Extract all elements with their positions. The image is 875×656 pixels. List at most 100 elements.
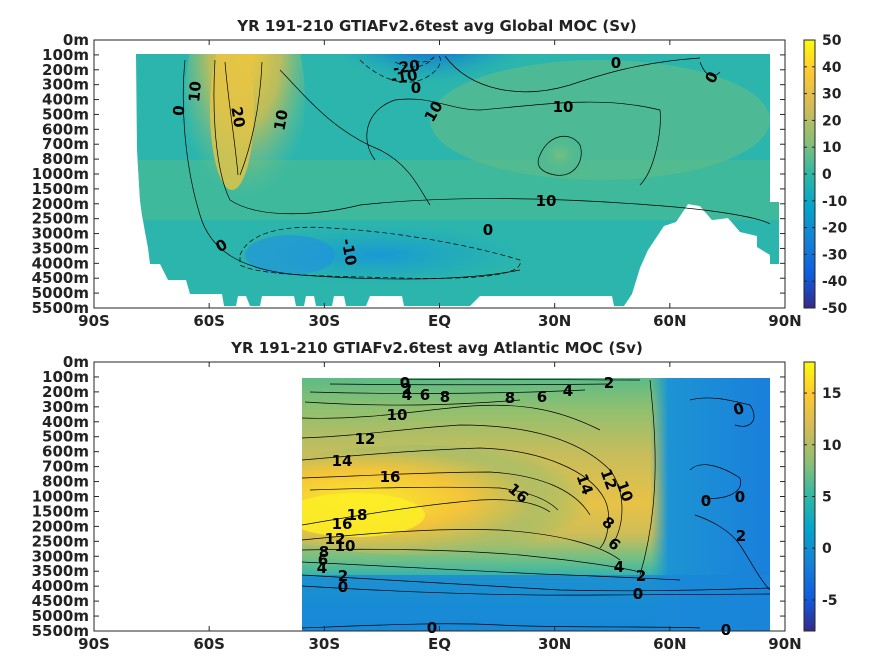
atlantic-contour-label: 8 xyxy=(319,543,329,561)
y-tick-label: 2000m xyxy=(32,517,89,535)
x-tick-label: 30S xyxy=(308,635,340,653)
global-contour-label: -20 xyxy=(392,56,421,78)
atlantic-contour-label: 18 xyxy=(347,506,368,524)
atlantic-contour-label: 16 xyxy=(332,515,353,533)
y-tick-label: 1500m xyxy=(32,502,89,520)
atlantic-contour-label: 10 xyxy=(387,406,408,424)
y-tick-label: 2500m xyxy=(32,532,89,550)
atlantic-contour-label: 12 xyxy=(355,430,376,448)
global-contour-label: 20 xyxy=(227,105,248,129)
global-contour-label: -10 xyxy=(389,66,419,88)
global-contours xyxy=(182,53,771,280)
y-tick-label: 5500m xyxy=(32,622,89,640)
atlantic-contour-label: 2 xyxy=(636,567,646,585)
atlantic-contour-label: 12 xyxy=(325,530,346,548)
atlantic-contour-label: 4 xyxy=(317,559,327,577)
y-tick-label: 2000m xyxy=(32,195,89,213)
atlantic-contour-label: 6 xyxy=(318,551,328,569)
global-colorbar-ticks: 50 40 30 20 10 0 -10 -20 -30 -40 -50 xyxy=(804,33,848,317)
x-tick-label: 60N xyxy=(653,312,686,330)
x-tick-label: EQ xyxy=(428,312,451,330)
y-tick-label: 2500m xyxy=(32,210,89,228)
global-title: YR 191-210 GTIAFv2.6test avg Global MOC … xyxy=(236,17,636,35)
y-tick-label: 800m xyxy=(42,150,89,168)
global-contour-label: 0 xyxy=(483,221,493,239)
y-tick-label: 600m xyxy=(42,120,89,138)
global-contour-label: 10 xyxy=(185,80,205,102)
y-tick-label: 500m xyxy=(42,428,89,446)
atlantic-contour-label: 0 xyxy=(701,492,711,510)
colorbar-tick-label: 10 xyxy=(822,140,842,156)
atlantic-contour-label: 8 xyxy=(505,389,515,407)
y-tick-label: 800m xyxy=(42,473,89,491)
y-tick-label: 4000m xyxy=(32,577,89,595)
x-tick-label: 60S xyxy=(193,635,225,653)
global-contour-labels: -20 -10 0 0 0 10 10 20 10 10 10 0 0 -10 … xyxy=(170,54,722,267)
atlantic-contour-label: 2 xyxy=(338,567,348,585)
colorbar-tick-label: -40 xyxy=(822,274,848,290)
global-contour-label: 10 xyxy=(553,98,574,116)
y-tick-label: 700m xyxy=(42,458,89,476)
atlantic-contour-label: 2 xyxy=(604,374,614,392)
atlantic-contours xyxy=(301,378,771,629)
global-contour-label: 0 xyxy=(170,105,189,117)
y-tick-label: 300m xyxy=(42,76,89,94)
atlantic-contour-label: 8 xyxy=(440,388,450,406)
colorbar-tick-label: 0 xyxy=(822,541,832,557)
atlantic-contour-label: 0 xyxy=(400,374,410,392)
global-contour-label: 10 xyxy=(536,192,557,210)
y-tick-label: 700m xyxy=(42,135,89,153)
x-tick-label: 30N xyxy=(538,312,571,330)
atlantic-title: YR 191-210 GTIAFv2.6test avg Atlantic MO… xyxy=(230,339,643,357)
y-tick-label: 1000m xyxy=(32,165,89,183)
y-tick-label: 4500m xyxy=(32,592,89,610)
x-tick-label: 30S xyxy=(308,312,340,330)
x-tick-label: 90N xyxy=(768,312,801,330)
y-tick-label: 100m xyxy=(42,368,89,386)
x-tick-label: 60N xyxy=(653,635,686,653)
atlantic-contour-label: 0 xyxy=(721,621,731,639)
atlantic-contour-label: 10 xyxy=(335,537,356,555)
global-field xyxy=(136,54,779,306)
x-tick-label: EQ xyxy=(428,635,451,653)
atlantic-contour-label: 0 xyxy=(633,585,643,603)
x-tick-label: 90S xyxy=(78,635,110,653)
colorbar-tick-label: -5 xyxy=(822,593,838,609)
global-contour-label: 0 xyxy=(611,54,621,72)
x-tick-label: 60S xyxy=(193,312,225,330)
colorbar-tick-label: -20 xyxy=(822,221,848,237)
y-tick-label: 400m xyxy=(42,91,89,109)
atlantic-contour-label: 0 xyxy=(735,488,745,506)
atlantic-colorbar-ticks: 15 10 5 0 -5 xyxy=(804,386,842,609)
y-tick-label: 200m xyxy=(42,383,89,401)
y-tick-label: 3000m xyxy=(32,547,89,565)
colorbar-tick-label: -30 xyxy=(822,247,848,263)
y-tick-label: 3500m xyxy=(32,239,89,257)
atlantic-contour-label: 16 xyxy=(380,468,401,486)
y-tick-label: 400m xyxy=(42,413,89,431)
colorbar-tick-label: 50 xyxy=(822,33,842,49)
colorbar-tick-label: 0 xyxy=(822,167,832,183)
colorbar-tick-label: -10 xyxy=(822,194,848,210)
atlantic-contour-label: 4 xyxy=(563,382,573,400)
y-tick-label: 500m xyxy=(42,105,89,123)
atlantic-field xyxy=(302,378,770,631)
colorbar-tick-label: 5 xyxy=(822,490,832,506)
colorbar-tick-label: 20 xyxy=(822,113,842,129)
atlantic-contour-label: 4 xyxy=(402,386,412,404)
y-tick-label: 4500m xyxy=(32,269,89,287)
y-tick-label: 3000m xyxy=(32,225,89,243)
y-tick-label: 600m xyxy=(42,443,89,461)
atlantic-contour-label: 4 xyxy=(614,558,624,576)
atlantic-contour-label: 6 xyxy=(420,386,430,404)
atlantic-contour-label: 6 xyxy=(537,388,547,406)
y-tick-label: 0m xyxy=(63,31,89,49)
atlantic-contour-label: 14 xyxy=(332,452,353,470)
x-tick-label: 90N xyxy=(768,635,801,653)
y-tick-label: 0m xyxy=(63,353,89,371)
atlantic-y-axis: 0m100m200m300m400m500m600m700m800m1000m1… xyxy=(32,353,785,640)
global-contour-label: 10 xyxy=(270,108,291,132)
y-tick-label: 5500m xyxy=(32,299,89,317)
atlantic-contour-label: 2 xyxy=(736,527,746,545)
colorbar-tick-label: 40 xyxy=(822,60,842,76)
